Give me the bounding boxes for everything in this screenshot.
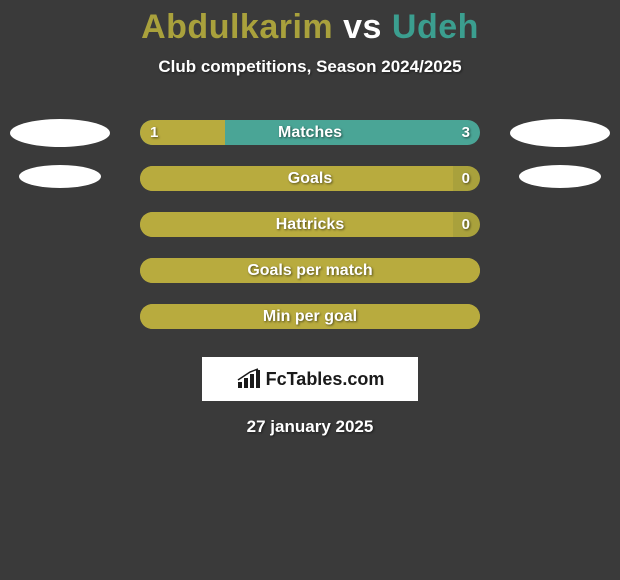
stats-rows: Matches13Goals0Hattricks0Goals per match…: [0, 117, 620, 347]
stat-row-hattricks: Hattricks0: [0, 209, 620, 255]
page-title: Abdulkarim vs Udeh: [0, 0, 620, 47]
bar-fill: [140, 304, 480, 329]
player2-marker: [510, 119, 610, 147]
bar-track: [140, 258, 480, 283]
stat-row-gpm: Goals per match: [0, 255, 620, 301]
bar-fill: [140, 212, 453, 237]
bar-track: [140, 212, 480, 237]
title-player1: Abdulkarim: [141, 8, 333, 46]
brand-box: FcTables.com: [202, 357, 418, 401]
brand-chart-icon: [236, 368, 262, 390]
bar-fill: [140, 120, 225, 145]
player1-marker: [10, 119, 110, 147]
stat-row-matches: Matches13: [0, 117, 620, 163]
bar-track: [140, 166, 480, 191]
bar-track: [140, 120, 480, 145]
player2-marker: [519, 165, 601, 188]
bar-track: [140, 304, 480, 329]
title-vs: vs: [343, 8, 382, 46]
title-player2: Udeh: [392, 8, 479, 46]
stat-row-mpg: Min per goal: [0, 301, 620, 347]
date-text: 27 january 2025: [0, 417, 620, 437]
brand-text: FcTables.com: [266, 369, 385, 390]
subtitle: Club competitions, Season 2024/2025: [0, 57, 620, 77]
stat-row-goals: Goals0: [0, 163, 620, 209]
bar-fill: [140, 258, 480, 283]
bar-fill: [140, 166, 453, 191]
player1-marker: [19, 165, 101, 188]
